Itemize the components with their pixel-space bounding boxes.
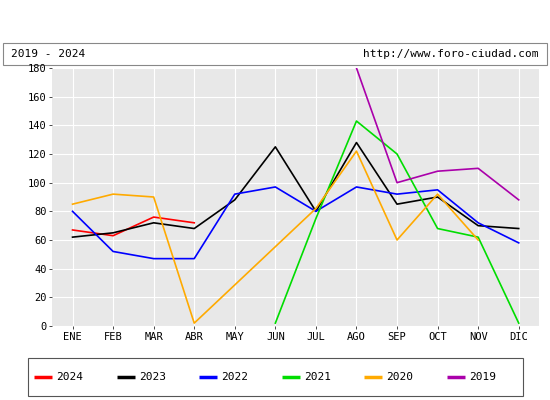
- Text: 2023: 2023: [139, 372, 166, 382]
- Text: 2019 - 2024: 2019 - 2024: [11, 49, 85, 59]
- Text: Evolucion Nº Turistas Extranjeros en el municipio de Bonansa: Evolucion Nº Turistas Extranjeros en el …: [35, 14, 515, 28]
- Text: 2020: 2020: [386, 372, 414, 382]
- FancyBboxPatch shape: [3, 43, 547, 65]
- Text: 2019: 2019: [469, 372, 496, 382]
- Text: 2022: 2022: [221, 372, 249, 382]
- FancyBboxPatch shape: [28, 358, 522, 396]
- Text: 2021: 2021: [304, 372, 331, 382]
- Text: http://www.foro-ciudad.com: http://www.foro-ciudad.com: [364, 49, 539, 59]
- Text: 2024: 2024: [56, 372, 84, 382]
